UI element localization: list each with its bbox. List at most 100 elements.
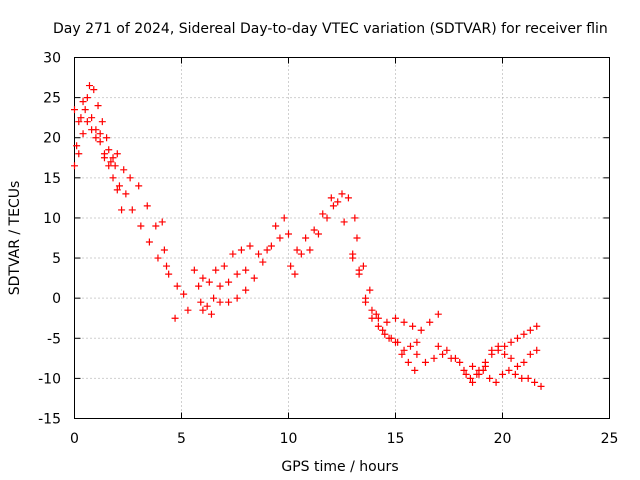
data-point: [469, 362, 477, 370]
data-point: [92, 134, 100, 142]
data-point: [302, 234, 310, 242]
data-point: [406, 342, 414, 350]
data-point: [126, 174, 134, 182]
data-point: [103, 134, 111, 142]
data-point: [79, 130, 87, 138]
data-point: [259, 258, 267, 266]
data-point: [400, 346, 408, 354]
y-tick-label: 0: [52, 291, 61, 307]
x-tick-labels: 0 5 10 15 20 25: [70, 431, 618, 447]
data-point: [83, 118, 91, 126]
data-point: [344, 194, 352, 202]
data-point: [383, 318, 391, 326]
data-point: [173, 282, 181, 290]
data-point: [285, 230, 292, 238]
data-point: [513, 334, 521, 342]
data-point: [387, 334, 395, 342]
series-track-c: [71, 114, 126, 214]
data-point: [197, 298, 205, 306]
data-point: [460, 366, 468, 374]
data-point: [398, 350, 406, 358]
data-point: [513, 362, 521, 370]
data-point: [469, 378, 477, 386]
data-point: [242, 266, 250, 274]
data-point: [291, 270, 299, 278]
data-point: [353, 234, 361, 242]
data-point: [374, 314, 382, 322]
data-point: [109, 174, 117, 182]
data-point: [263, 246, 271, 254]
data-point: [293, 246, 301, 254]
data-point: [409, 322, 417, 330]
data-point: [137, 222, 145, 230]
series-track-i: [413, 322, 541, 386]
data-point: [113, 186, 121, 194]
data-point: [413, 338, 421, 346]
series-track-h: [349, 250, 421, 354]
data-point: [105, 162, 113, 170]
axis-ticks: [74, 57, 610, 419]
data-point: [533, 322, 541, 330]
data-point: [394, 338, 402, 346]
data-point: [355, 266, 363, 274]
data-point: [392, 314, 399, 322]
x-tick-label: 25: [601, 431, 619, 447]
data-point: [88, 114, 96, 122]
series-track-d: [195, 194, 442, 334]
grid-lines: [74, 57, 610, 419]
data-point: [250, 274, 258, 282]
data-point: [77, 114, 85, 122]
data-point: [520, 330, 528, 338]
y-tick-label: 20: [43, 131, 61, 147]
data-points: [71, 82, 545, 390]
data-point: [359, 262, 367, 270]
data-point: [180, 290, 188, 298]
data-point: [443, 346, 451, 354]
data-point: [475, 370, 483, 378]
data-point: [327, 194, 335, 202]
data-point: [272, 222, 280, 230]
data-point: [229, 250, 237, 258]
data-point: [507, 338, 515, 346]
data-point: [216, 282, 224, 290]
data-point: [462, 370, 470, 378]
data-point: [145, 238, 153, 246]
y-tick-label: 15: [43, 171, 61, 187]
data-point: [366, 286, 374, 294]
data-point: [100, 154, 108, 162]
x-tick-label: 10: [280, 431, 298, 447]
data-point: [98, 118, 106, 126]
x-tick-label: 5: [177, 431, 186, 447]
y-tick-label: 5: [52, 251, 61, 267]
data-point: [381, 330, 389, 338]
data-point: [287, 262, 295, 270]
data-point: [276, 234, 284, 242]
data-point: [494, 342, 502, 350]
data-point: [113, 150, 121, 158]
data-point: [434, 342, 442, 350]
y-tick-labels: -15 -10 -5 0 5 10 15 20 25 30: [38, 51, 61, 428]
data-point: [501, 350, 509, 358]
data-point: [109, 154, 117, 162]
data-point: [233, 270, 241, 278]
data-point: [524, 374, 532, 382]
series-track-g: [353, 234, 419, 374]
data-point: [379, 326, 387, 334]
data-point: [488, 346, 496, 354]
data-point: [205, 278, 213, 286]
y-tick-label: 10: [43, 211, 61, 227]
data-point: [135, 182, 143, 190]
data-point: [75, 118, 83, 126]
data-point: [314, 230, 322, 238]
data-point: [190, 266, 198, 274]
data-point: [368, 306, 376, 314]
data-point: [434, 310, 442, 318]
x-tick-label: 0: [70, 431, 79, 447]
data-point: [486, 374, 494, 382]
x-tick-label: 15: [387, 431, 405, 447]
data-point: [426, 318, 434, 326]
data-point: [71, 162, 78, 170]
data-point: [122, 190, 130, 198]
data-point: [225, 298, 233, 306]
